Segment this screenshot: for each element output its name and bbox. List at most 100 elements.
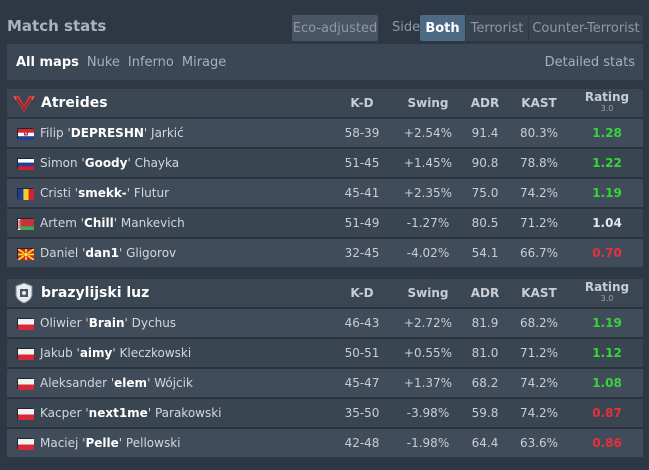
- col-rating-label: Rating: [584, 280, 630, 294]
- swing-value: +2.72%: [393, 307, 463, 338]
- col-rating[interactable]: Rating 3.0: [571, 279, 643, 308]
- col-swing[interactable]: Swing: [393, 279, 463, 308]
- table-header-row: Atreides K-D Swing ADR KAST Rating 3.0: [7, 89, 643, 118]
- player-cell[interactable]: Jakub 'aimy' Kleczkowski: [7, 337, 331, 368]
- player-last-name: Mankevich: [120, 216, 185, 230]
- player-cell[interactable]: Cristi 'smekk-' Flutur: [7, 177, 331, 208]
- player-cell[interactable]: Simon 'Goody' Chayka: [7, 147, 331, 178]
- romania-flag-icon: [17, 187, 34, 200]
- rating-value: 1.28: [571, 117, 643, 148]
- swing-value: -3.98%: [393, 397, 463, 428]
- side-option-counter-terrorist[interactable]: Counter-Terrorist: [529, 15, 643, 41]
- kast-value: 68.2%: [507, 307, 571, 338]
- col-rating-label: Rating: [584, 90, 630, 104]
- player-nickname: aimy: [79, 346, 113, 360]
- player-name[interactable]: Kacper 'next1me' Parakowski: [40, 406, 222, 420]
- macedonia-flag-icon: [17, 247, 35, 261]
- poland-flag-icon: [17, 437, 34, 450]
- player-last-name: Pellowski: [125, 436, 181, 450]
- kast-value: 80.3%: [507, 117, 571, 148]
- kd-value: 32-45: [331, 237, 393, 267]
- swing-value: +1.37%: [393, 367, 463, 398]
- brazylijski-luz-logo-icon: [13, 282, 35, 304]
- player-cell[interactable]: Artem 'Chill' Mankevich: [7, 207, 331, 238]
- col-kd[interactable]: K-D: [331, 279, 393, 308]
- player-cell[interactable]: Aleksander 'elem' Wójcik: [7, 367, 331, 398]
- side-selector: Both Terrorist Counter-Terrorist: [420, 15, 643, 41]
- kd-value: 58-39: [331, 117, 393, 148]
- swing-value: +1.45%: [393, 147, 463, 178]
- player-first-name: Artem: [40, 216, 77, 230]
- player-last-name: Wójcik: [154, 376, 193, 390]
- col-swing[interactable]: Swing: [393, 89, 463, 118]
- poland-flag-icon: [17, 317, 34, 330]
- map-tab-inferno[interactable]: Inferno: [127, 55, 174, 70]
- player-nickname: Chill: [84, 216, 114, 230]
- player-nickname: Goody: [84, 156, 128, 170]
- adr-value: 81.0: [463, 337, 507, 368]
- map-tab-all-maps[interactable]: All maps: [16, 55, 79, 70]
- side-option-both[interactable]: Both: [420, 15, 466, 41]
- player-cell[interactable]: Filip 'DEPRESHN' Jarkić: [7, 117, 331, 148]
- player-name[interactable]: Artem 'Chill' Mankevich: [40, 216, 185, 230]
- adr-value: 81.9: [463, 307, 507, 338]
- player-cell[interactable]: Kacper 'next1me' Parakowski: [7, 397, 331, 428]
- rating-value: 1.22: [571, 147, 643, 178]
- team-stats-table-atreides: Atreides K-D Swing ADR KAST Rating 3.0 F…: [7, 89, 643, 267]
- map-tab-nuke[interactable]: Nuke: [86, 55, 120, 70]
- col-kd[interactable]: K-D: [331, 89, 393, 118]
- player-first-name: Filip: [40, 126, 64, 140]
- rating-value: 1.19: [571, 177, 643, 208]
- kd-value: 42-48: [331, 427, 393, 457]
- player-last-name: Parakowski: [154, 406, 222, 420]
- player-name[interactable]: Cristi 'smekk-' Flutur: [40, 186, 170, 200]
- team-header[interactable]: brazylijski luz: [7, 279, 331, 308]
- player-name[interactable]: Jakub 'aimy' Kleczkowski: [40, 346, 192, 360]
- player-cell[interactable]: Oliwier 'Brain' Dychus: [7, 307, 331, 338]
- col-adr[interactable]: ADR: [463, 279, 507, 308]
- player-name[interactable]: Simon 'Goody' Chayka: [40, 156, 180, 170]
- detailed-stats-link[interactable]: Detailed stats: [544, 55, 635, 70]
- map-tab-mirage[interactable]: Mirage: [181, 55, 227, 70]
- rating-value: 0.70: [571, 237, 643, 267]
- poland-flag-icon: [17, 377, 34, 390]
- russia-flag-icon: [17, 157, 34, 170]
- side-label: Side: [392, 20, 421, 35]
- player-name[interactable]: Aleksander 'elem' Wójcik: [40, 376, 193, 390]
- side-option-terrorist[interactable]: Terrorist: [466, 15, 529, 41]
- col-adr[interactable]: ADR: [463, 89, 507, 118]
- adr-value: 80.5: [463, 207, 507, 238]
- adr-value: 91.4: [463, 117, 507, 148]
- kast-value: 74.2%: [507, 397, 571, 428]
- table-row: Artem 'Chill' Mankevich 51-49 -1.27% 80.5 71…: [7, 207, 643, 238]
- team-name[interactable]: brazylijski luz: [41, 285, 150, 301]
- player-name[interactable]: Filip 'DEPRESHN' Jarkić: [40, 126, 184, 140]
- player-name[interactable]: Maciej 'Pelle' Pellowski: [40, 436, 181, 450]
- player-name[interactable]: Oliwier 'Brain' Dychus: [40, 316, 177, 330]
- col-kast[interactable]: KAST: [507, 89, 571, 118]
- player-last-name: Dychus: [131, 316, 177, 330]
- player-nickname: elem: [114, 376, 148, 390]
- adr-value: 75.0: [463, 177, 507, 208]
- col-kast[interactable]: KAST: [507, 279, 571, 308]
- team-name[interactable]: Atreides: [41, 95, 108, 111]
- kast-value: 66.7%: [507, 237, 571, 267]
- player-first-name: Cristi: [40, 186, 71, 200]
- player-name[interactable]: Daniel 'dan1' Gligorov: [40, 246, 177, 260]
- rating-value: 1.04: [571, 207, 643, 238]
- eco-adjusted-toggle[interactable]: Eco-adjusted: [292, 15, 378, 41]
- player-nickname: dan1: [85, 246, 119, 260]
- team-header[interactable]: Atreides: [7, 89, 331, 118]
- page-title: Match stats: [7, 17, 107, 35]
- player-cell[interactable]: Maciej 'Pelle' Pellowski: [7, 427, 331, 457]
- kast-value: 78.8%: [507, 147, 571, 178]
- belarus-flag-icon: [17, 217, 34, 230]
- table-row: Jakub 'aimy' Kleczkowski 50-51 +0.55% 81.0 7…: [7, 337, 643, 368]
- player-nickname: Brain: [88, 316, 125, 330]
- col-rating[interactable]: Rating 3.0: [571, 89, 643, 118]
- swing-value: -1.98%: [393, 427, 463, 457]
- player-cell[interactable]: Daniel 'dan1' Gligorov: [7, 237, 331, 267]
- player-last-name: Chayka: [134, 156, 180, 170]
- player-nickname: smekk-: [78, 186, 127, 200]
- atreides-logo-icon: [13, 92, 35, 114]
